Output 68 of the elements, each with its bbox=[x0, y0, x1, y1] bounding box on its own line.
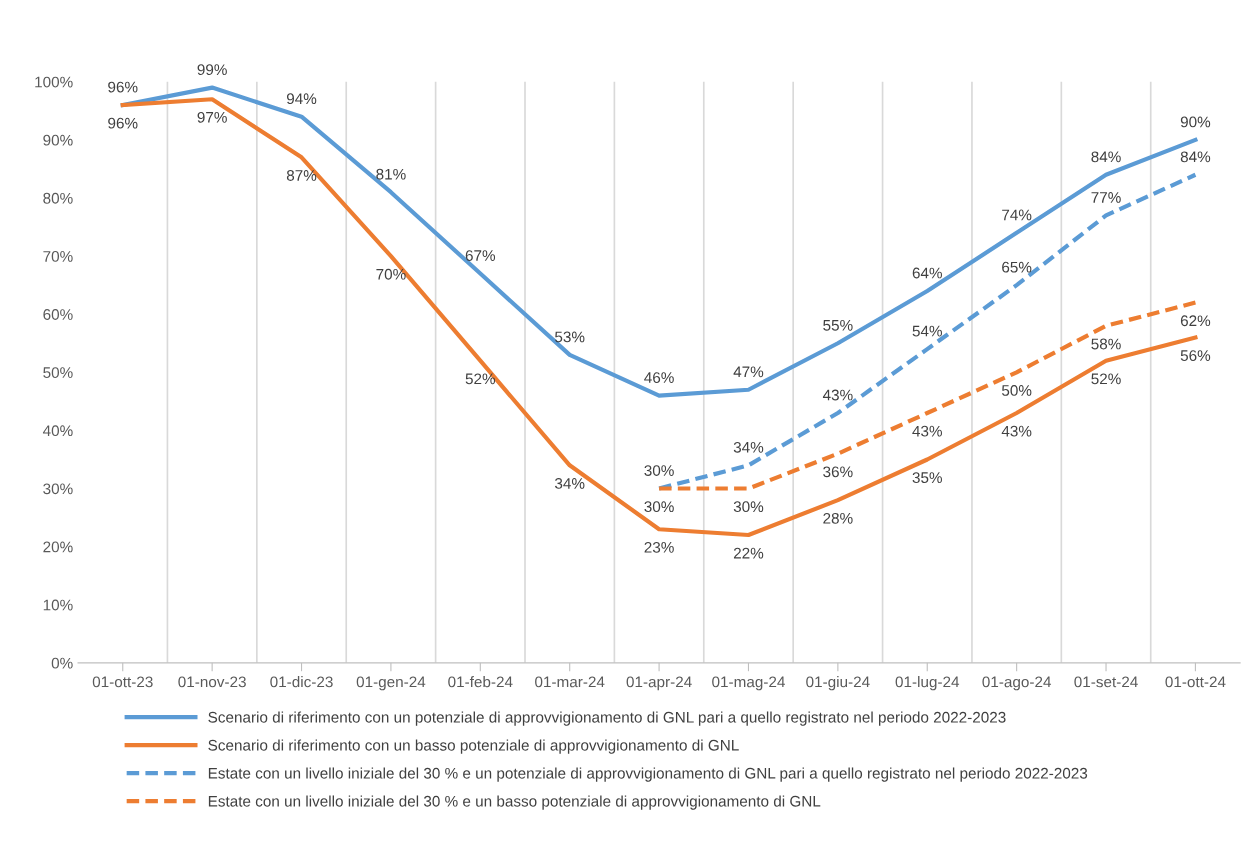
data-label: 30% bbox=[733, 501, 764, 513]
data-label: 52% bbox=[1091, 373, 1121, 385]
data-label: 35% bbox=[912, 472, 942, 484]
data-label: 77% bbox=[1091, 192, 1121, 203]
data-label: 30% bbox=[644, 465, 674, 476]
x-tick-label: 01-mag-24 bbox=[712, 676, 785, 691]
y-tick-label: 60% bbox=[43, 309, 73, 320]
data-label: 67% bbox=[465, 250, 496, 261]
data-label: 55% bbox=[823, 319, 853, 331]
y-tick-label: 20% bbox=[43, 541, 73, 553]
x-tick-label: 01-lug-24 bbox=[895, 676, 960, 691]
data-label: 64% bbox=[912, 267, 942, 279]
data-label: 74% bbox=[1002, 209, 1032, 221]
data-label: 54% bbox=[912, 325, 942, 337]
data-label: 62% bbox=[1180, 315, 1211, 327]
data-label: 43% bbox=[1001, 425, 1032, 437]
x-tick-label: 01-feb-24 bbox=[448, 676, 513, 688]
data-label: 99% bbox=[197, 64, 227, 76]
data-label: 52% bbox=[465, 373, 496, 385]
y-tick-label: 90% bbox=[43, 134, 73, 146]
data-label: 58% bbox=[1091, 338, 1121, 350]
data-label: 36% bbox=[823, 466, 853, 478]
data-label: 46% bbox=[644, 372, 674, 383]
x-tick-label: 01-ott-23 bbox=[92, 676, 153, 688]
data-label: 81% bbox=[376, 168, 406, 180]
data-label: 34% bbox=[733, 441, 764, 453]
data-label: 30% bbox=[644, 501, 674, 513]
y-tick-label: 10% bbox=[43, 599, 73, 611]
x-tick-label: 01-mar-24 bbox=[535, 676, 605, 688]
legend-label: Estate con un livello iniziale del 30 % e un potenziale di approvvigionamento di GNL pari a quello registrato nel periodo 2022-2023 bbox=[208, 767, 1088, 782]
data-label: 84% bbox=[1091, 151, 1121, 163]
y-tick-label: 30% bbox=[43, 483, 73, 495]
data-label: 43% bbox=[912, 425, 942, 437]
data-label: 70% bbox=[376, 268, 406, 280]
x-tick-label: 01-apr-24 bbox=[626, 676, 692, 691]
y-tick-label: 70% bbox=[43, 250, 73, 262]
data-label: 34% bbox=[554, 478, 585, 489]
y-tick-label: 40% bbox=[42, 425, 73, 437]
data-label: 87% bbox=[286, 170, 317, 181]
y-tick-label: 50% bbox=[43, 367, 73, 379]
data-label: 22% bbox=[733, 547, 764, 559]
x-tick-label: 01-gen-24 bbox=[356, 676, 426, 691]
data-label: 47% bbox=[733, 366, 764, 378]
data-label: 56% bbox=[1180, 350, 1211, 362]
legend-label: Estate con un livello iniziale del 30 % e un basso potenziale di approvvigionamento di GNL bbox=[208, 795, 821, 810]
data-label: 96% bbox=[108, 81, 138, 93]
data-label: 65% bbox=[1002, 261, 1032, 273]
y-tick-label: 0% bbox=[51, 657, 73, 669]
y-tick-label: 80% bbox=[43, 192, 73, 204]
x-tick-label: 01-set-24 bbox=[1074, 676, 1138, 688]
x-tick-label: 01-ago-24 bbox=[982, 676, 1052, 691]
data-label: 50% bbox=[1001, 385, 1032, 396]
data-label: 28% bbox=[823, 512, 853, 524]
y-tick-label: 100% bbox=[35, 76, 73, 88]
data-label: 43% bbox=[822, 389, 853, 401]
data-label: 96% bbox=[108, 117, 138, 129]
data-label: 94% bbox=[286, 93, 317, 105]
x-tick-label: 01-ott-24 bbox=[1165, 676, 1226, 688]
x-tick-label: 01-giu-24 bbox=[806, 676, 870, 691]
data-label: 23% bbox=[644, 541, 674, 553]
data-label: 53% bbox=[555, 331, 585, 343]
legend-label: Scenario di riferimento con un potenziale di approvvigionamento di GNL pari a quello registrato nel periodo 2022-2023 bbox=[208, 711, 1006, 726]
x-tick-label: 01-nov-23 bbox=[178, 676, 246, 688]
x-tick-label: 01-dic-23 bbox=[270, 676, 333, 688]
data-label: 90% bbox=[1180, 116, 1211, 128]
data-label: 97% bbox=[197, 111, 227, 123]
data-label: 84% bbox=[1180, 151, 1211, 163]
legend-label: Scenario di riferimento con un basso potenziale di approvvigionamento di GNL bbox=[208, 739, 739, 754]
